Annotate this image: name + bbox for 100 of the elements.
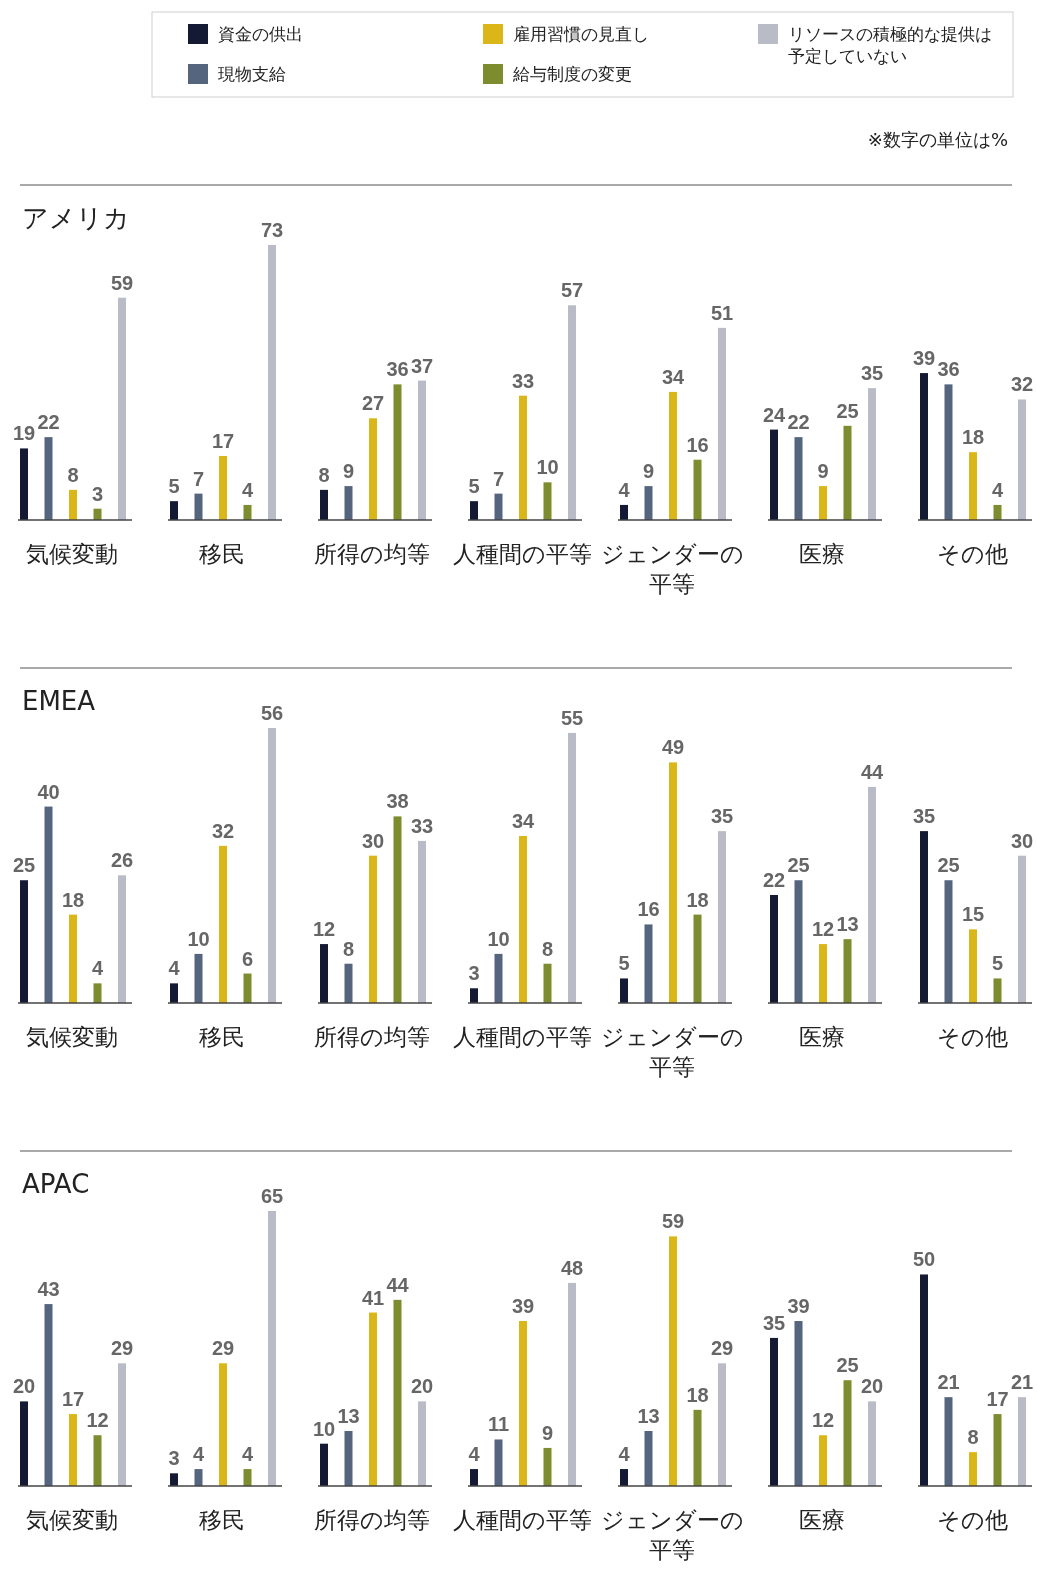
data-label: 34	[661, 365, 685, 388]
chart-title: アメリカ	[22, 203, 130, 233]
bar	[494, 493, 503, 520]
data-label: 22	[37, 411, 60, 434]
data-label: 40	[37, 780, 60, 803]
data-label: 19	[12, 422, 36, 445]
data-label: 27	[361, 392, 385, 415]
data-label: 33	[410, 814, 434, 837]
bar	[369, 1312, 377, 1486]
data-label: 24	[762, 403, 786, 426]
bar	[868, 786, 876, 1003]
legend-label: 給与制度の変更	[512, 65, 632, 84]
bar	[669, 1236, 677, 1486]
data-label: 12	[86, 1409, 109, 1432]
bar	[993, 1414, 1002, 1486]
x-tick-label: 気候変動	[26, 541, 118, 567]
bar	[819, 1435, 827, 1486]
bar	[920, 373, 928, 520]
data-label: 16	[637, 898, 660, 921]
x-tick-label: ジェンダーの平等	[600, 1024, 744, 1080]
bar	[568, 305, 576, 520]
bar	[1018, 855, 1026, 1003]
data-label: 13	[836, 913, 859, 936]
bar	[344, 963, 353, 1003]
bar	[620, 1469, 628, 1486]
bar	[494, 1439, 503, 1486]
x-tick-label: 医療	[799, 1024, 845, 1050]
data-label: 21	[1010, 1371, 1034, 1394]
data-label: 8	[541, 937, 554, 960]
x-tick-label: 人種間の平等	[452, 1507, 592, 1533]
bar	[944, 880, 953, 1003]
data-label: 73	[260, 219, 284, 241]
data-label: 56	[260, 702, 284, 724]
data-label: 17	[986, 1388, 1009, 1411]
data-label: 26	[110, 849, 134, 872]
data-label: 4	[991, 478, 1004, 501]
data-label: 13	[337, 1405, 360, 1427]
bar	[243, 504, 252, 520]
data-label: 18	[61, 888, 85, 911]
bar	[118, 297, 126, 520]
x-tick-label: 医療	[799, 1507, 845, 1533]
bar	[418, 840, 426, 1003]
bar	[320, 1443, 328, 1486]
data-label: 4	[192, 1443, 205, 1466]
bar	[194, 493, 203, 520]
data-label: 17	[211, 429, 235, 452]
data-label: 20	[860, 1375, 884, 1398]
data-label: 18	[686, 888, 709, 911]
data-label: 7	[492, 467, 505, 490]
legend-label: 雇用習慣の見直し	[513, 25, 649, 44]
bar	[219, 845, 227, 1003]
bar	[219, 1363, 227, 1486]
data-label: 51	[710, 301, 734, 324]
bar	[320, 944, 328, 1003]
data-label: 7	[192, 467, 205, 490]
data-label: 22	[762, 868, 786, 891]
data-label: 36	[937, 358, 960, 381]
data-label: 50	[912, 1248, 936, 1271]
data-label: 37	[410, 354, 434, 377]
bar	[794, 1321, 803, 1486]
data-label: 29	[211, 1337, 235, 1360]
bar	[669, 391, 677, 520]
bar	[770, 1337, 778, 1486]
bar	[568, 1282, 576, 1486]
bar	[993, 978, 1002, 1003]
x-tick-label: 人種間の平等	[452, 541, 592, 567]
chart-title: APAC	[22, 1169, 90, 1199]
data-label: 20	[410, 1375, 434, 1398]
bar	[268, 1211, 276, 1486]
data-label: 44	[860, 760, 884, 783]
x-tick-label: 移民	[199, 541, 245, 567]
x-tick-label: その他	[936, 1507, 1008, 1533]
bar	[344, 486, 353, 520]
data-label: 9	[642, 460, 655, 483]
bar	[44, 806, 53, 1003]
x-tick-label: ジェンダーの平等	[600, 1507, 744, 1563]
data-label: 18	[686, 1383, 709, 1406]
bar	[693, 914, 702, 1003]
data-label: 38	[386, 790, 409, 813]
data-label: 30	[361, 829, 385, 852]
x-tick-label: 人種間の平等	[452, 1024, 592, 1050]
bar	[718, 1363, 726, 1486]
x-tick-label: その他	[936, 541, 1008, 567]
bar	[620, 978, 628, 1003]
x-tick-label: 医療	[799, 541, 845, 567]
x-tick-label: 気候変動	[26, 1024, 118, 1050]
bar	[118, 875, 126, 1003]
data-label: 55	[560, 706, 584, 729]
data-label: 43	[37, 1278, 60, 1301]
data-label: 49	[661, 736, 685, 759]
data-label: 35	[860, 362, 884, 385]
x-tick-label: 気候変動	[26, 1507, 118, 1533]
data-label: 30	[1010, 829, 1034, 852]
x-tick-label: ジェンダーの平等	[600, 541, 744, 597]
bar	[170, 501, 178, 520]
bar	[69, 1414, 77, 1486]
data-label: 34	[511, 810, 535, 833]
data-label: 16	[686, 433, 709, 456]
bar	[969, 452, 977, 520]
bar	[470, 501, 478, 520]
